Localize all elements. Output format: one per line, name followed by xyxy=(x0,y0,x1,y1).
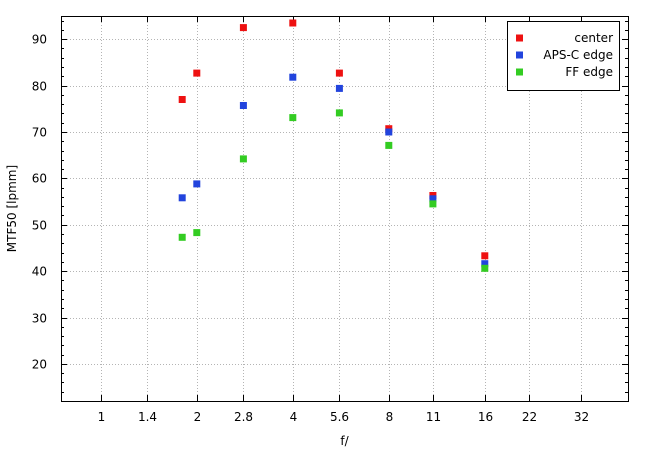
data-point-center xyxy=(335,69,343,77)
legend-box xyxy=(507,21,620,91)
y-axis-title: MTF50 [lpmm] xyxy=(5,165,19,252)
x-tick-label: 8 xyxy=(386,410,394,424)
data-point-aps-c-edge xyxy=(289,73,297,81)
x-tick-label: 16 xyxy=(478,410,493,424)
series-aps-c-edge xyxy=(178,73,489,268)
data-point-center xyxy=(193,69,201,77)
data-series xyxy=(178,19,489,272)
series-center xyxy=(178,19,489,260)
legend-swatch-ff-edge xyxy=(516,68,523,76)
x-tick-label: 11 xyxy=(426,410,441,424)
data-point-aps-c-edge xyxy=(239,102,247,109)
x-tick-label: 2 xyxy=(194,410,202,424)
data-point-ff-edge xyxy=(335,109,343,117)
data-point-aps-c-edge xyxy=(481,260,489,268)
data-point-center xyxy=(239,24,247,32)
x-axis-title: f/ xyxy=(340,434,349,448)
x-tick-label: 32 xyxy=(574,410,589,424)
x-tick-label: 1.4 xyxy=(138,410,157,424)
plot-frame xyxy=(61,16,629,402)
x-tick-label: 1 xyxy=(98,410,106,424)
y-tick-label: 30 xyxy=(32,312,47,326)
data-point-aps-c-edge xyxy=(429,195,437,203)
data-point-center xyxy=(178,96,186,103)
y-axis-ticks: 20 30 40 50 60 70 80 90 xyxy=(32,33,628,372)
data-point-center xyxy=(481,252,489,260)
data-point-ff-edge xyxy=(178,233,186,241)
x-axis-ticks: 1 1.4 2 2.8 4 5.6 8 11 16 22 32 xyxy=(98,16,589,424)
legend: center APS-C edge FF edge xyxy=(507,21,620,91)
y-tick-label: 60 xyxy=(32,172,47,186)
x-tick-label: 4 xyxy=(290,410,298,424)
y-tick-label: 50 xyxy=(32,219,47,233)
y-tick-label: 80 xyxy=(32,80,47,94)
grid xyxy=(61,16,628,401)
x-tick-label: 5.6 xyxy=(330,410,349,424)
data-point-ff-edge xyxy=(429,200,437,208)
data-point-aps-c-edge xyxy=(178,194,186,202)
legend-swatch-center xyxy=(516,34,523,42)
y-tick-label: 40 xyxy=(32,265,47,279)
data-point-ff-edge xyxy=(385,141,393,149)
series-ff-edge xyxy=(178,109,489,272)
data-point-ff-edge xyxy=(239,155,247,163)
legend-label-center: center xyxy=(574,31,613,45)
y-tick-label: 70 xyxy=(32,126,47,140)
data-point-ff-edge xyxy=(289,114,297,122)
y-tick-label: 90 xyxy=(32,33,47,47)
legend-label-ff-edge: FF edge xyxy=(565,65,613,79)
legend-swatch-aps-c-edge xyxy=(516,51,523,59)
x-tick-label: 2.8 xyxy=(234,410,253,424)
legend-label-aps-c-edge: APS-C edge xyxy=(543,48,613,62)
data-point-center xyxy=(289,19,297,27)
data-point-ff-edge xyxy=(481,264,489,272)
data-point-aps-c-edge xyxy=(335,84,343,92)
data-point-ff-edge xyxy=(193,229,201,237)
data-point-aps-c-edge xyxy=(385,128,393,136)
y-tick-label: 20 xyxy=(32,358,47,372)
x-tick-label: 22 xyxy=(522,410,537,424)
data-point-aps-c-edge xyxy=(193,180,201,188)
